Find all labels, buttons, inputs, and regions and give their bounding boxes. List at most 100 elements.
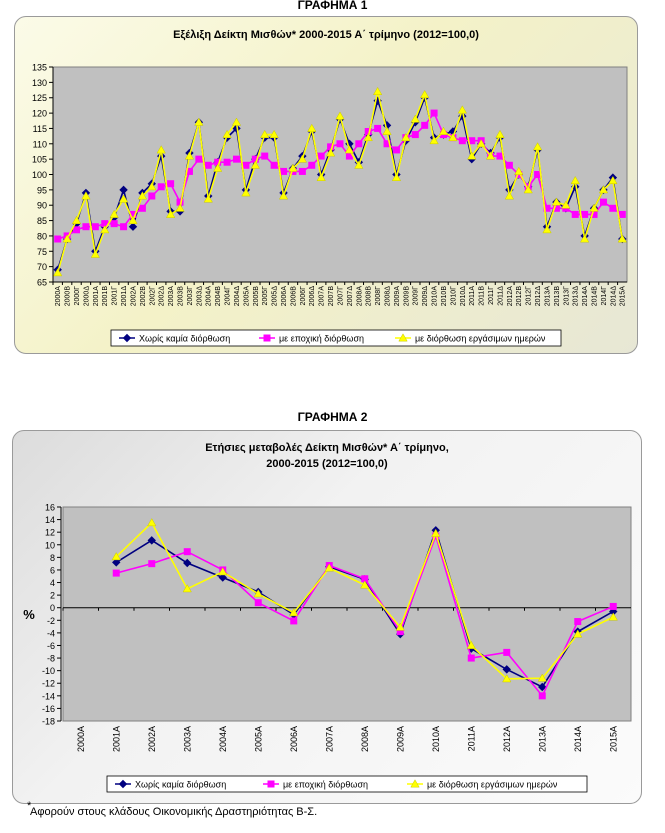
chart1-x-tick-label: 2007Δ — [347, 286, 354, 307]
chart1-series-2-point — [54, 235, 62, 243]
chart2-legend-label: Χωρίς καμία διόρθωση — [135, 780, 226, 790]
chart1-series-3-point — [203, 194, 213, 203]
chart1-x-tick-label: 2014Β — [592, 286, 599, 307]
chart1-x-tick-label: 2007Β — [328, 286, 335, 307]
chart1-series-3-point — [325, 148, 336, 157]
chart2-series-3-point — [431, 528, 441, 537]
chart1-x-tick-label: 2005Γ — [262, 286, 269, 306]
chart1-series-2-point — [581, 210, 589, 218]
chart1-x-tick-label: 2009Β — [403, 286, 410, 307]
chart1-y-tick-label: 90 — [37, 201, 47, 211]
chart1-legend-box — [110, 329, 562, 347]
chart1-x-tick-label: 2004Γ — [225, 286, 232, 306]
chart1-series-2-point — [618, 210, 626, 218]
chart2-title-line1: Ετήσιες μεταβολές Δείκτη Μισθών* Α΄ τρίμ… — [205, 442, 449, 454]
chart1-series-2-point — [392, 146, 400, 154]
chart1-x-tick-label: 2006Α — [281, 286, 288, 307]
chart1-x-tick-label: 2004Δ — [234, 286, 241, 307]
chart1-x-tick-label: 2012Β — [516, 286, 523, 307]
chart2-series-1-point — [502, 665, 511, 674]
chart1-series-3-point — [213, 163, 223, 172]
chart2-title-line2: 2000-2015 (2012=100,0) — [266, 458, 388, 470]
chart2-legend-swatch-marker — [410, 779, 420, 788]
chart1-series-2-point — [242, 161, 250, 169]
chart1-series-3-point — [420, 89, 430, 99]
chart2-series-3-point — [573, 629, 583, 638]
chart1-series-3 — [53, 86, 627, 277]
chart1-x-tick-label: 2015Α — [620, 286, 627, 307]
chart1-series-3-point — [485, 151, 496, 160]
chart1-series-3-point — [118, 194, 129, 203]
chart1-x-tick-label: 2011Β — [479, 286, 486, 306]
chart2-x-tick-label: 2005Α — [253, 726, 263, 752]
chart2-x-tick-label: 2002Α — [147, 726, 157, 752]
chart1-series-2-point — [195, 155, 203, 163]
chart2-series-2-point — [503, 648, 511, 656]
chart1-series-2-point — [91, 223, 99, 231]
chart2-legend-swatch-marker — [118, 779, 128, 789]
chart1-series-2-point — [120, 223, 128, 231]
chart1-series-2-point — [505, 161, 513, 169]
chart1-series-2-point — [430, 109, 438, 117]
chart2-legend-label: με διόρθωση εργάσιμων ημερών — [427, 780, 558, 790]
chart1-series-3-point — [561, 200, 571, 209]
chart1-y-tick-label: 95 — [37, 185, 47, 195]
chart1-x-tick-label: 2007Γ — [337, 286, 344, 306]
chart1-x-tick-label: 2014Α — [582, 286, 589, 307]
chart2-x-tick-label: 2006Α — [289, 726, 299, 752]
chart1-x-tick-label: 2001Γ — [112, 286, 119, 306]
chart1-series-2-point — [167, 180, 175, 188]
chart1-series-3-point — [250, 160, 260, 169]
chart1-x-tick-label: 2012Δ — [535, 286, 542, 307]
chart2-y-tick-label: 6 — [50, 565, 55, 575]
chart1-x-tick-label: 2011Α — [469, 286, 476, 306]
chart1-series-3-point — [165, 209, 176, 218]
chart2-series-3-point — [111, 552, 121, 561]
chart1-series-2-point — [411, 131, 419, 139]
chart1-x-tick-label: 2010Δ — [460, 286, 467, 307]
chart1-heading: ΓΡΑΦΗΜΑ 1 — [297, 0, 368, 12]
chart1-series-3-point — [260, 129, 270, 138]
chart2-series-3-point — [218, 567, 228, 576]
chart1-series-3-point — [467, 151, 477, 160]
chart2-series-1-point — [538, 682, 547, 692]
chart2-x-tick-label: 2010Α — [431, 726, 441, 752]
chart1-x-tick-label: 2013Γ — [563, 286, 570, 306]
chart1-x-tick-label: 2001Α — [93, 286, 100, 307]
chart1-series-3-point — [589, 203, 599, 212]
chart2-y-tick-label: -12 — [42, 679, 55, 689]
chart2-series-2-point — [467, 654, 475, 662]
chart1-series-2-point — [261, 152, 269, 160]
chart1-x-tick-label: 2003Α — [168, 286, 175, 307]
chart1-series-3-point — [184, 151, 195, 160]
chart1-series-3-point — [429, 136, 439, 145]
chart1-series-3-point — [542, 225, 552, 234]
chart1-x-tick-label: 2011Δ — [497, 286, 504, 306]
chart1-series-3-point — [598, 185, 609, 194]
chart1-x-tick-label: 2014Δ — [610, 286, 617, 307]
chart1-y-tick-label: 70 — [37, 262, 47, 272]
chart1-x-tick-label: 2011Γ — [488, 286, 495, 305]
chart1-x-tick-label: 2006Β — [290, 286, 297, 307]
chart2-y-tick-label: -14 — [42, 691, 55, 701]
chart1-series-3-point — [608, 175, 618, 185]
chart1-x-tick-label: 2003Β — [177, 286, 184, 307]
chart2-series-2-point — [254, 599, 262, 607]
chart1-x-tick-label: 2004Β — [215, 286, 222, 307]
chart2-y-tick-label: 14 — [45, 515, 55, 525]
chart1-series-2-point — [138, 204, 146, 212]
chart2-svg: -18 -16 -14 -12 -10 -8 -6 -4 -2 0 2 4 6 8 10 12 14 16 2000… — [23, 503, 632, 793]
chart1-x-tick-label: 2005Β — [253, 286, 260, 307]
chart1-x-tick-label: 2013Δ — [573, 286, 580, 307]
chart2-series-2-point — [290, 617, 298, 625]
chart1-series-3-point — [269, 129, 279, 138]
chart1-series-3-point — [391, 172, 402, 181]
chart1-series-2-point — [599, 198, 607, 206]
chart1-series-2-point — [148, 192, 156, 200]
chart2-legend: Χωρίς καμία διόρθωση με εποχική διόρθωση μ… — [106, 775, 588, 793]
chart1-legend: Χωρίς καμία διόρθωση με εποχική διόρθωση μ… — [110, 329, 562, 347]
chart1-series-2-point — [232, 155, 240, 163]
chart1-series-3-point — [448, 132, 458, 142]
chart1-series-2-point — [374, 124, 382, 132]
chart1-series-2-point — [110, 220, 118, 228]
